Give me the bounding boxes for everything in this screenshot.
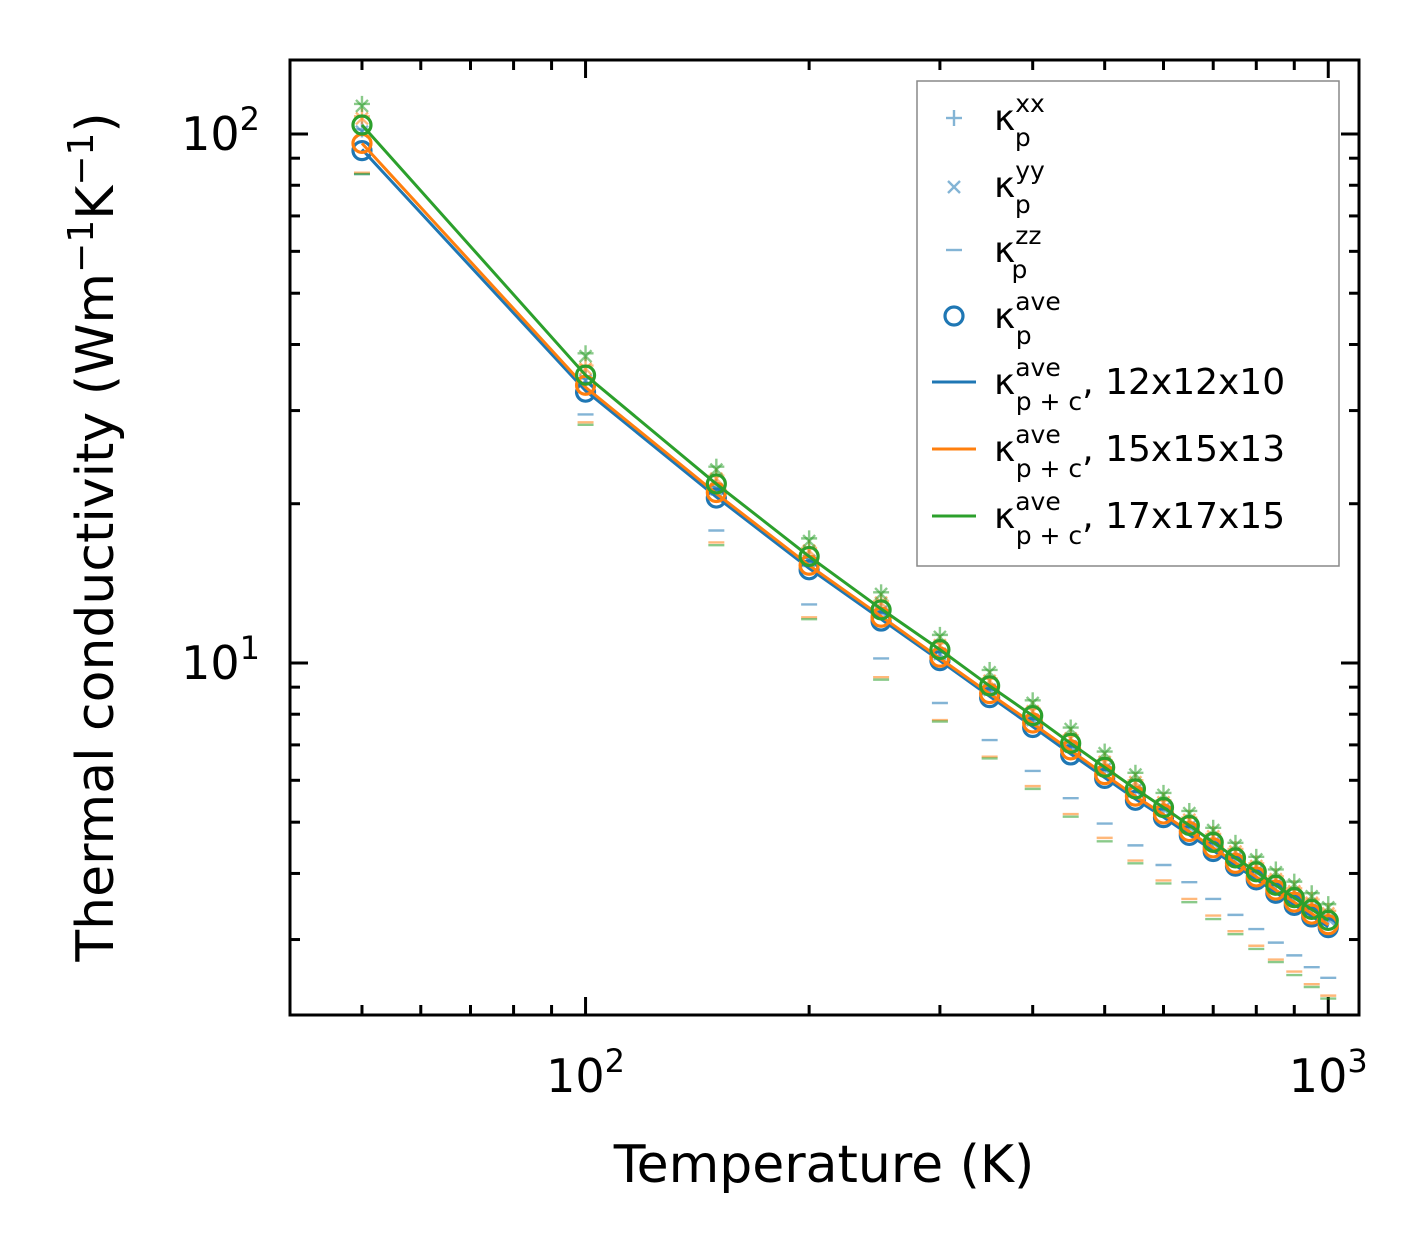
kave-point: [979, 675, 1001, 697]
legend-entry: κave p + c, 12x12x10: [932, 353, 1285, 416]
y-tick-label: 101: [181, 629, 260, 690]
legend-frame: [916, 80, 1340, 567]
axis-ticks: [288, 60, 1359, 1015]
kpc-line-17x17x15: [360, 124, 1330, 922]
kave-point: [1124, 778, 1147, 800]
legend-circle-marker: [943, 305, 965, 327]
legend-label: κave p + c, 12x12x10: [994, 353, 1285, 416]
y-axis-label: Thermal conductivity (Wm−1K−1): [61, 112, 126, 962]
legend-entry: κxx p: [946, 89, 1045, 152]
kave-point: [870, 599, 892, 621]
y-tick-label: 102: [181, 100, 260, 161]
legend-label: κyy p: [994, 156, 1045, 219]
kave-point: [798, 545, 820, 568]
kave-point: [1152, 796, 1175, 819]
kxx-point: [1320, 896, 1337, 913]
kyy-point: [1063, 722, 1078, 736]
kave-point: [351, 114, 373, 136]
legend-label: κxx p: [994, 89, 1045, 152]
legend-label: κave p: [994, 287, 1061, 350]
kxx-point: [801, 530, 818, 547]
legend-entry: κave p: [943, 287, 1061, 350]
legend-label: κave p + c, 17x17x15: [994, 487, 1285, 550]
kyy-point: [355, 111, 369, 126]
kxx-point: [353, 95, 370, 112]
kxx-point: [1303, 885, 1320, 902]
legend-plus-marker: [946, 110, 962, 126]
data-marks: [351, 95, 1339, 1000]
plot-frame: [288, 58, 1361, 1017]
kyy-point: [1097, 746, 1112, 761]
legend-label: κzz p: [994, 221, 1041, 284]
legend-entry: κyy p: [947, 156, 1045, 219]
kxx-point: [1127, 764, 1144, 781]
kave-point: [1265, 874, 1287, 896]
kyy-point: [709, 462, 724, 477]
kave-point: [1245, 861, 1267, 883]
kave-point: [1094, 756, 1116, 778]
kpc-line-12x12x10: [360, 148, 1330, 929]
kyy-point: [578, 349, 593, 364]
kave-point: [351, 140, 373, 162]
kave-point: [1301, 898, 1323, 921]
kxx-point: [708, 458, 725, 475]
tick-labels: 102 103 101 102: [181, 100, 1368, 1103]
kave-point: [1022, 705, 1044, 727]
kave-point: [1178, 814, 1200, 837]
kave-point: [1224, 847, 1247, 869]
x-axis-label: Temperature (K): [613, 1135, 1035, 1195]
kyy-point: [802, 534, 816, 548]
kave-point: [1317, 909, 1339, 932]
kave-point: [929, 638, 951, 661]
legend-entry: κzz p: [946, 221, 1041, 284]
kave-point: [574, 364, 597, 386]
kyy-point: [874, 587, 888, 601]
x-tick-label: 102: [546, 1042, 625, 1103]
kpc-line-15x15x13: [360, 142, 1330, 926]
legend-label: κave p + c, 15x15x13: [994, 420, 1285, 483]
kxx-point: [577, 345, 594, 362]
legend-x-marker: [947, 180, 961, 194]
x-tick-label: 103: [1289, 1042, 1368, 1103]
kxx-point: [1286, 873, 1303, 890]
kave-point: [705, 473, 727, 495]
kave-point: [1202, 831, 1224, 853]
kave-point: [1060, 732, 1082, 754]
kyy-point: [1128, 767, 1143, 782]
kxx-point: [981, 661, 998, 678]
kave-point: [1283, 887, 1305, 909]
kyy-point: [355, 99, 369, 113]
legend-entry: κave p + c, 15x15x13: [932, 420, 1285, 483]
legend-entry: κave p + c, 17x17x15: [932, 487, 1285, 550]
